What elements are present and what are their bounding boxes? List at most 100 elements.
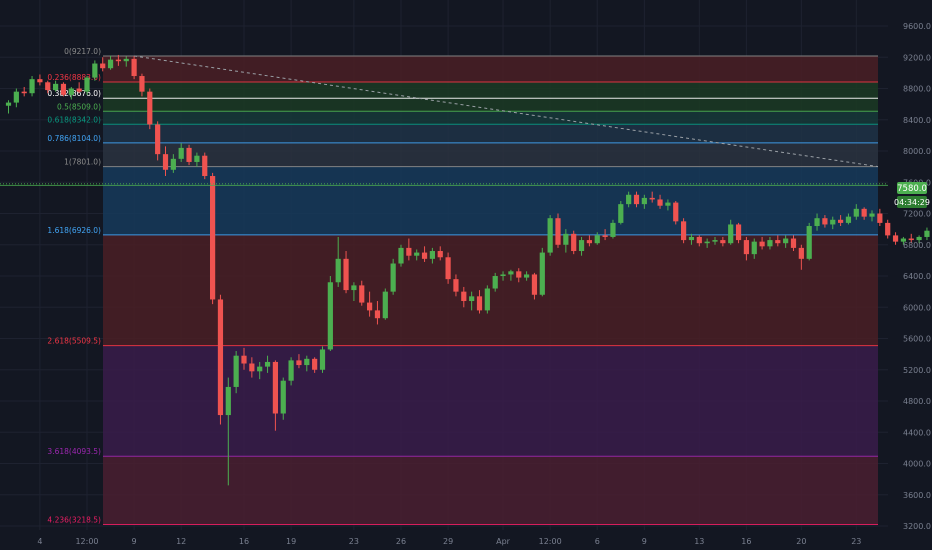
candle-body: [406, 247, 412, 256]
candle-body: [900, 238, 906, 242]
time-tick-label: 20: [796, 537, 806, 546]
fib-level-label: 3.618(4093.5): [47, 447, 101, 456]
candle-body: [673, 202, 679, 222]
candle-body: [681, 221, 687, 241]
candle-body: [45, 82, 51, 91]
candle-body: [5, 102, 12, 106]
candles-series: [5, 54, 930, 486]
price-tick-label: 9600.0: [903, 22, 931, 31]
candle-body: [461, 291, 467, 302]
candle-body: [225, 386, 231, 416]
candle-body: [892, 235, 899, 242]
candle-body: [217, 299, 224, 416]
candle-body: [720, 240, 726, 244]
candle-body: [751, 241, 757, 255]
time-tick-label: 29: [443, 537, 453, 546]
fib-band: [103, 82, 878, 99]
current-price-label: 7580.0: [897, 184, 927, 194]
fib-band: [103, 124, 878, 143]
candle-body: [571, 233, 577, 252]
candle-body: [367, 302, 373, 311]
time-tick-label: 23: [851, 537, 861, 546]
countdown-label: 04:34:29: [894, 198, 930, 207]
fib-level-label: 0.382(8676.0): [47, 89, 101, 98]
candle-body: [264, 361, 271, 367]
candle-body: [531, 274, 538, 295]
fib-level-label: 2.618(5509.5): [47, 337, 101, 346]
candle-body: [610, 222, 616, 237]
candle-body: [92, 63, 98, 78]
candle-body: [618, 204, 624, 223]
candle-body: [476, 296, 483, 311]
candle-body: [555, 218, 561, 245]
candle-body: [304, 358, 310, 366]
candle-body: [155, 124, 161, 155]
candle-body: [822, 218, 828, 225]
candle-body: [830, 219, 836, 225]
fib-band: [103, 142, 878, 167]
candle-body: [272, 361, 278, 414]
candle-body: [783, 238, 789, 244]
candle-body: [374, 310, 381, 319]
fib-band: [103, 166, 878, 235]
current-price-tag: [897, 182, 927, 194]
time-tick-label: 4: [37, 537, 42, 546]
candle-body: [885, 222, 891, 236]
price-tick-label: 6800.0: [903, 241, 931, 250]
candle-body: [29, 79, 35, 94]
time-axis[interactable]: 4 12:00 9 12 16 19 23 26 29 Apr 12:00 6 9 13 16 20 23: [0, 532, 932, 550]
candle-body: [594, 235, 600, 244]
candle-body: [524, 274, 530, 278]
price-tick-label: 6000.0: [903, 303, 931, 312]
fibonacci-retracement[interactable]: 0(9217.0) 0.236(8883.0) 0.382(8676.0) 0.5(8…: [47, 47, 878, 526]
candle-body: [578, 240, 585, 252]
price-tick-label: 8000.0: [903, 147, 931, 156]
candle-body: [728, 224, 734, 244]
candle-body: [194, 155, 200, 162]
fib-band: [103, 456, 878, 525]
candle-body: [633, 194, 640, 205]
fib-level-label: 1.618(6926.0): [47, 226, 101, 235]
price-tags: 7580.0 04:34:29: [894, 182, 930, 208]
fib-band: [103, 345, 878, 457]
candle-body: [178, 147, 184, 159]
candle-body: [735, 224, 742, 241]
candle-body: [484, 288, 490, 311]
time-tick-label: 13: [694, 537, 704, 546]
price-tick-label: 5200.0: [903, 366, 931, 375]
candle-body: [453, 279, 459, 292]
candle-body: [131, 58, 137, 77]
drawing-overlay: [0, 55, 888, 186]
candle-body: [547, 218, 553, 253]
candle-body: [414, 252, 420, 256]
candle-body: [68, 88, 74, 95]
time-tick-label: 12:00: [75, 537, 98, 546]
fib-level-label: 0(9217.0): [64, 47, 101, 56]
candle-body: [241, 355, 247, 364]
fib-level-label: 4.236(3218.5): [47, 516, 101, 525]
candle-body: [869, 213, 875, 217]
time-tick-label: 23: [349, 537, 359, 546]
candle-body: [53, 83, 59, 91]
time-tick-label: Apr: [496, 537, 511, 546]
candle-body: [688, 236, 695, 241]
candle-body: [704, 241, 710, 244]
candle-body: [429, 251, 435, 259]
time-axis-background: [0, 532, 932, 550]
candle-body: [641, 197, 647, 205]
candle-body: [790, 238, 797, 248]
price-tick-label: 3200.0: [903, 522, 931, 531]
candle-body: [162, 154, 169, 170]
candle-body: [712, 240, 718, 242]
candle-body: [759, 241, 765, 247]
candle-body: [21, 91, 27, 94]
candle-body: [539, 252, 545, 295]
candle-body: [139, 76, 145, 92]
candle-body: [107, 59, 114, 69]
fib-level-label: 0.236(8883.0): [47, 73, 101, 82]
candle-body: [186, 147, 192, 162]
candle-body: [798, 247, 804, 259]
time-tick-label: 12: [176, 537, 186, 546]
candle-body: [508, 271, 514, 275]
